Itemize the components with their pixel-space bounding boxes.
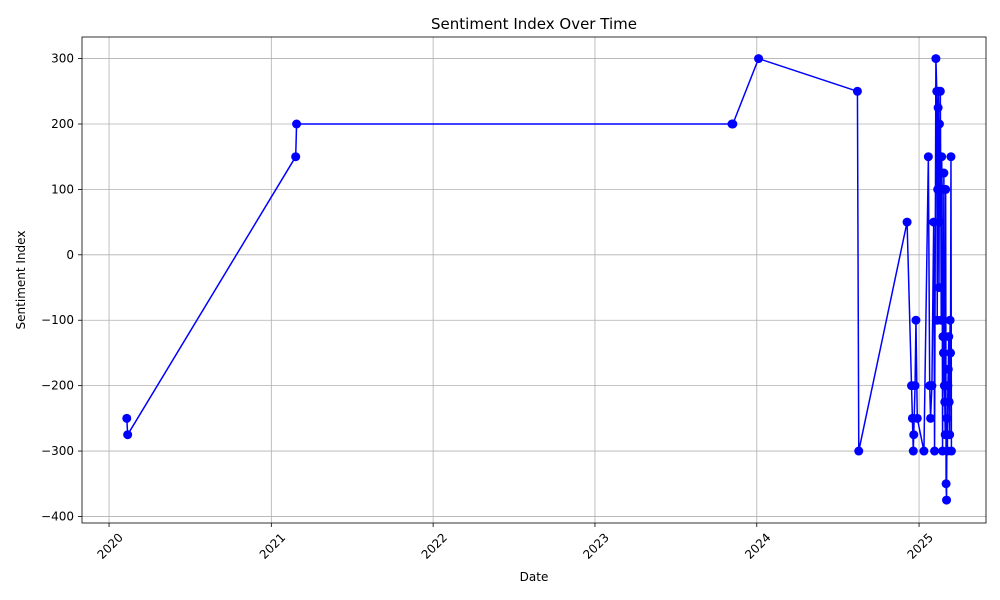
data-point xyxy=(929,217,939,227)
data-point xyxy=(912,413,922,423)
data-point xyxy=(945,315,955,325)
chart-title: Sentiment Index Over Time xyxy=(431,15,637,33)
x-axis-title: Date xyxy=(520,570,549,584)
data-point xyxy=(941,479,951,489)
data-point xyxy=(945,430,955,440)
data-point xyxy=(911,315,921,325)
y-tick-label: −200 xyxy=(41,379,74,393)
data-point xyxy=(291,152,301,162)
data-point xyxy=(942,413,952,423)
data-point xyxy=(854,446,864,456)
y-tick-label: 200 xyxy=(51,117,74,131)
data-point xyxy=(946,152,956,162)
data-point xyxy=(939,168,949,178)
data-point xyxy=(934,119,944,129)
data-point xyxy=(946,446,956,456)
y-tick-label: 0 xyxy=(66,248,74,262)
y-tick-label: 100 xyxy=(51,182,74,196)
data-point xyxy=(292,119,302,129)
data-point xyxy=(931,54,941,64)
data-point xyxy=(852,86,862,96)
data-point xyxy=(908,446,918,456)
data-point xyxy=(902,217,912,227)
data-point xyxy=(943,381,953,391)
y-tick-label: −100 xyxy=(41,313,74,327)
data-point xyxy=(944,397,954,407)
data-point xyxy=(728,119,738,129)
data-point xyxy=(938,348,948,358)
data-point xyxy=(930,446,940,456)
data-point xyxy=(946,348,956,358)
y-axis-title: Sentiment Index xyxy=(14,231,28,330)
x-tick-label: 2020 xyxy=(94,530,125,561)
data-point xyxy=(936,315,946,325)
grid xyxy=(82,37,986,523)
data-point xyxy=(754,54,764,64)
data-point xyxy=(937,152,947,162)
series-line xyxy=(126,57,953,501)
x-tick-label: 2025 xyxy=(904,530,935,561)
series-layer xyxy=(122,54,956,505)
data-point xyxy=(927,381,937,391)
data-point xyxy=(934,283,944,293)
data-point xyxy=(123,430,133,440)
data-point xyxy=(935,86,945,96)
data-point xyxy=(923,152,933,162)
y-tick-label: −300 xyxy=(41,444,74,458)
data-point xyxy=(910,381,920,391)
data-point xyxy=(943,364,953,374)
data-point xyxy=(926,413,936,423)
y-tick-label: −400 xyxy=(41,509,74,523)
data-point xyxy=(942,495,952,505)
data-point xyxy=(909,430,919,440)
plot-frame xyxy=(81,36,987,524)
y-tick-label: 300 xyxy=(51,52,74,66)
data-point xyxy=(941,184,951,194)
x-tick-label: 2024 xyxy=(742,530,773,561)
data-point xyxy=(919,446,929,456)
x-tick-label: 2021 xyxy=(257,530,288,561)
data-point xyxy=(933,103,943,113)
x-tick-label: 2023 xyxy=(580,530,611,561)
data-point xyxy=(935,217,945,227)
x-tick-label: 2022 xyxy=(419,530,450,561)
data-point xyxy=(944,332,954,342)
ticks: −400 −300 −200 −100 0 100 200 300 2020 2021 2022 20… xyxy=(41,52,936,562)
data-point xyxy=(122,413,132,423)
